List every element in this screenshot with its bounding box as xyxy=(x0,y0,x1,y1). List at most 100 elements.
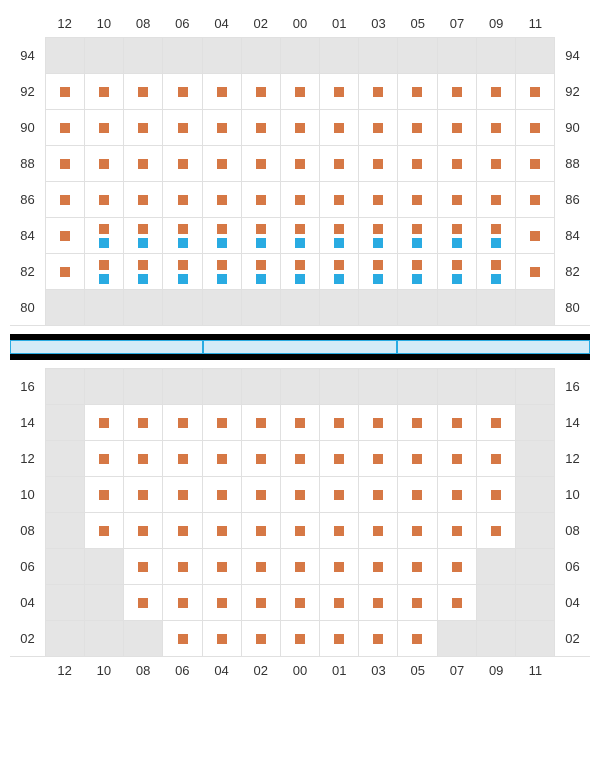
grid-cell xyxy=(123,74,162,109)
marker-stack xyxy=(295,260,305,284)
grid-cell xyxy=(476,290,515,325)
row-cells xyxy=(45,512,555,548)
grid-cell xyxy=(280,182,319,217)
grid-cell xyxy=(162,513,201,548)
grid-cell xyxy=(319,182,358,217)
grid-cell xyxy=(358,38,397,73)
grid-cell xyxy=(280,74,319,109)
marker-orange xyxy=(295,490,305,500)
marker-orange xyxy=(452,562,462,572)
column-label: 01 xyxy=(320,657,359,684)
marker-blue xyxy=(491,238,501,248)
grid-cell xyxy=(476,369,515,404)
marker-orange xyxy=(412,260,422,270)
marker-orange xyxy=(217,159,227,169)
marker-orange xyxy=(373,159,383,169)
marker-blue xyxy=(99,274,109,284)
grid-cell xyxy=(123,513,162,548)
column-labels-bottom: 12100806040200010305070911 xyxy=(10,657,590,684)
marker-stack xyxy=(295,224,305,248)
marker-orange xyxy=(334,87,344,97)
marker-orange xyxy=(178,195,188,205)
grid-cell xyxy=(515,290,555,325)
grid-cell xyxy=(123,290,162,325)
grid-cell xyxy=(45,369,84,404)
marker-blue xyxy=(412,274,422,284)
grid-cell xyxy=(319,513,358,548)
column-label: 00 xyxy=(280,657,319,684)
grid-cell xyxy=(319,146,358,181)
marker-orange xyxy=(60,195,70,205)
marker-orange xyxy=(99,87,109,97)
marker-orange xyxy=(138,418,148,428)
grid-cell xyxy=(123,182,162,217)
grid-cell xyxy=(202,38,241,73)
grid-cell xyxy=(437,146,476,181)
marker-orange xyxy=(412,159,422,169)
grid-cell xyxy=(280,110,319,145)
grid-cell xyxy=(162,38,201,73)
row-label-left: 94 xyxy=(10,37,45,73)
marker-orange xyxy=(178,454,188,464)
marker-orange xyxy=(217,562,227,572)
marker-orange xyxy=(334,562,344,572)
grid-cell xyxy=(241,290,280,325)
marker-orange xyxy=(295,418,305,428)
row-label-left: 10 xyxy=(10,476,45,512)
grid-cell xyxy=(45,405,84,440)
marker-orange xyxy=(334,490,344,500)
marker-orange xyxy=(178,260,188,270)
grid-cell xyxy=(397,146,436,181)
grid-row: 0808 xyxy=(10,512,590,548)
grid-cell xyxy=(84,477,123,512)
marker-orange xyxy=(412,195,422,205)
grid-cell xyxy=(202,146,241,181)
grid-row: 0606 xyxy=(10,548,590,584)
marker-orange xyxy=(491,224,501,234)
row-label-right: 06 xyxy=(555,548,590,584)
row-label-right: 80 xyxy=(555,289,590,325)
grid-cell xyxy=(84,146,123,181)
row-label-left: 86 xyxy=(10,181,45,217)
marker-orange xyxy=(373,224,383,234)
grid-row: 1010 xyxy=(10,476,590,512)
row-label-left: 90 xyxy=(10,109,45,145)
marker-orange xyxy=(530,87,540,97)
marker-orange xyxy=(60,87,70,97)
grid-cell xyxy=(358,549,397,584)
marker-orange xyxy=(217,260,227,270)
grid-cell xyxy=(319,585,358,620)
marker-stack xyxy=(412,260,422,284)
grid-cell xyxy=(162,477,201,512)
row-label-right: 90 xyxy=(555,109,590,145)
grid-cell xyxy=(280,513,319,548)
marker-orange xyxy=(412,418,422,428)
grid-cell xyxy=(476,441,515,476)
marker-orange xyxy=(178,159,188,169)
row-label-left: 12 xyxy=(10,440,45,476)
grid-cell xyxy=(358,477,397,512)
marker-stack xyxy=(452,224,462,248)
grid-cell xyxy=(515,110,555,145)
marker-orange xyxy=(60,267,70,277)
marker-blue xyxy=(452,274,462,284)
grid-cell xyxy=(280,549,319,584)
grid-cell xyxy=(241,621,280,656)
column-label: 01 xyxy=(320,10,359,37)
marker-stack xyxy=(373,224,383,248)
grid-cell xyxy=(84,290,123,325)
marker-orange xyxy=(295,87,305,97)
marker-blue xyxy=(491,274,501,284)
marker-orange xyxy=(295,598,305,608)
marker-orange xyxy=(373,87,383,97)
marker-orange xyxy=(256,454,266,464)
marker-orange xyxy=(334,454,344,464)
marker-orange xyxy=(256,634,266,644)
marker-orange xyxy=(373,418,383,428)
grid-cell xyxy=(162,549,201,584)
marker-orange xyxy=(60,123,70,133)
marker-orange xyxy=(99,526,109,536)
column-label: 09 xyxy=(477,657,516,684)
grid-cell xyxy=(280,441,319,476)
marker-blue xyxy=(295,274,305,284)
